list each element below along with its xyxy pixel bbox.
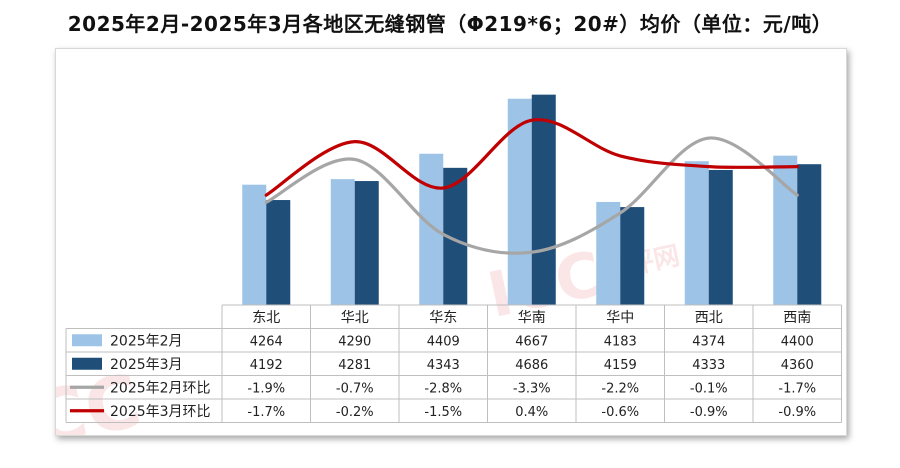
- table-cell: -0.2%: [336, 405, 374, 420]
- table-cell: 4409: [427, 334, 460, 349]
- bar-feb-2: [419, 153, 444, 305]
- table-cell: -1.5%: [424, 405, 462, 420]
- table-cell: -0.9%: [778, 405, 816, 420]
- table-cell: -3.3%: [513, 381, 551, 396]
- category-label: 东北: [252, 310, 280, 326]
- table-cell: -0.7%: [336, 381, 374, 396]
- legend-label: 2025年3月: [110, 357, 183, 373]
- table-cell: -1.9%: [247, 381, 285, 396]
- legend-label: 2025年2月: [110, 333, 183, 349]
- table-cell: -1.7%: [778, 381, 816, 396]
- category-label: 华中: [606, 310, 634, 326]
- line-feb-mom: [264, 136, 799, 255]
- table-cell: -1.7%: [247, 405, 285, 420]
- category-label: 西北: [695, 310, 723, 326]
- table-cell: 4281: [338, 358, 371, 373]
- table-cell: 4686: [515, 358, 548, 373]
- table-cell: 4374: [692, 334, 725, 349]
- table-cell: 4290: [338, 334, 371, 349]
- chart-title: 2025年2月-2025年3月各地区无缝钢管（Φ219*6；20#）均价（单位：…: [67, 12, 833, 36]
- bar-mar-5: [708, 169, 733, 305]
- category-label: 西南: [783, 310, 811, 326]
- table-cell: 4343: [427, 358, 460, 373]
- table-cell: 4333: [692, 358, 725, 373]
- table-cell: -0.1%: [690, 381, 728, 396]
- bar-feb-3: [507, 98, 532, 305]
- bar-mar-3: [531, 94, 556, 305]
- table-cell: -2.8%: [424, 381, 462, 396]
- legend-label: 2025年3月环比: [110, 404, 211, 420]
- bar-mar-6: [797, 164, 822, 305]
- table-cell: -2.2%: [601, 381, 639, 396]
- table-cell: 4400: [781, 334, 814, 349]
- bar-feb-5: [684, 161, 709, 305]
- bar-mar-4: [620, 207, 645, 305]
- table-cell: 4159: [604, 358, 637, 373]
- chart-panel: ICC慧评网ICC东北华北华东华南华中西北西南2025年2月4264429044…: [55, 48, 847, 436]
- table-cell: 4264: [250, 334, 283, 349]
- category-label: 华南: [518, 310, 546, 326]
- table-cell: 4360: [781, 358, 814, 373]
- chart-svg: ICC慧评网ICC东北华北华东华南华中西北西南2025年2月4264429044…: [56, 94, 842, 435]
- table-cell: 4192: [250, 358, 283, 373]
- bar-feb-4: [596, 201, 621, 305]
- bar-feb-0: [242, 184, 267, 305]
- category-label: 华北: [341, 310, 369, 326]
- bar-mar-1: [354, 181, 379, 305]
- bar-mar-0: [266, 200, 291, 305]
- table-cell: 4667: [515, 334, 548, 349]
- table-cell: -0.9%: [690, 405, 728, 420]
- table-cell: 0.4%: [515, 405, 548, 420]
- category-label: 华东: [429, 310, 457, 326]
- legend-swatch: [72, 357, 102, 370]
- legend-label: 2025年2月环比: [110, 380, 211, 396]
- table-cell: -0.6%: [601, 405, 639, 420]
- bar-feb-1: [330, 179, 355, 305]
- line-mar-mom: [264, 118, 799, 197]
- bar-feb-6: [773, 155, 798, 305]
- legend-swatch: [72, 334, 102, 347]
- table-cell: 4183: [604, 334, 637, 349]
